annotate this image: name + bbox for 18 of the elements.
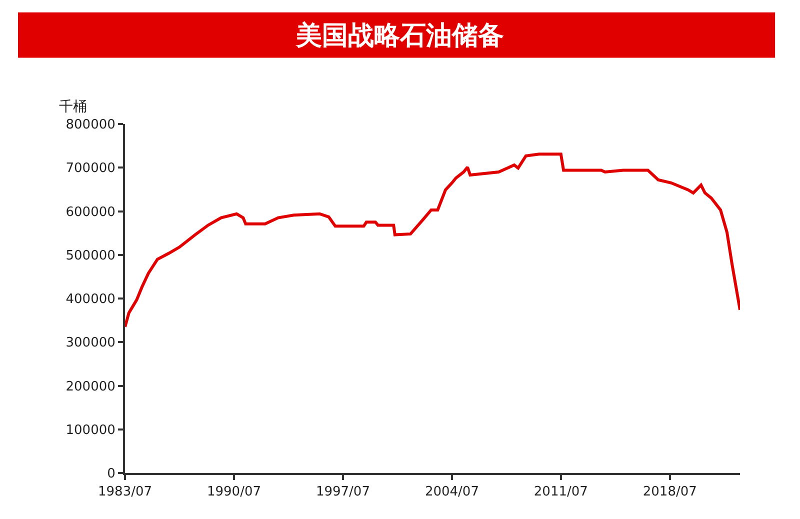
y-tick-label: 600000 — [66, 204, 116, 220]
y-tick-label: 700000 — [66, 161, 116, 176]
y-tick-label: 100000 — [66, 422, 116, 438]
x-tick-label: 1990/07 — [206, 484, 261, 500]
x-tick-label: 2018/07 — [642, 484, 697, 500]
x-tick-label: 1997/07 — [316, 484, 370, 500]
y-axis-title: 千桶 — [59, 99, 87, 115]
y-tick-label: 300000 — [66, 336, 116, 351]
x-tick-label: 1983/07 — [98, 484, 152, 500]
y-tick-label: 800000 — [66, 118, 116, 133]
line-series — [125, 152, 740, 328]
y-tick-label: 500000 — [66, 248, 116, 264]
x-tick-label: 2004/07 — [424, 484, 479, 500]
chart-title: 美国战略石油储备 — [295, 20, 504, 51]
x-tick-label: 2011/07 — [534, 484, 588, 500]
y-tick-label: 400000 — [66, 292, 116, 308]
y-tick-label: 200000 — [66, 379, 116, 394]
y-tick-label: 0 — [107, 466, 116, 482]
